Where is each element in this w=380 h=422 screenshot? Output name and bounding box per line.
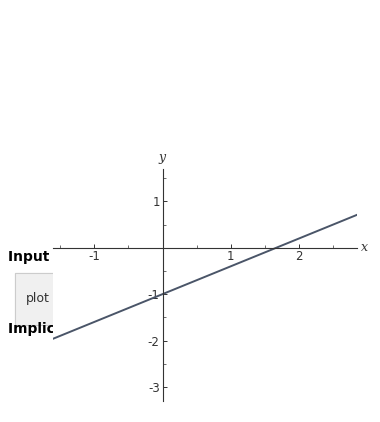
Text: y: y [159,151,166,164]
Text: x: x [361,241,367,254]
Text: Input interpretation: Input interpretation [8,250,165,264]
FancyBboxPatch shape [15,273,61,325]
Text: $5\,y = 3\,x - 5$: $5\,y = 3\,x - 5$ [103,291,182,307]
Text: Implicit plot: Implicit plot [8,322,101,335]
Text: plot: plot [26,292,50,306]
FancyBboxPatch shape [15,273,224,325]
